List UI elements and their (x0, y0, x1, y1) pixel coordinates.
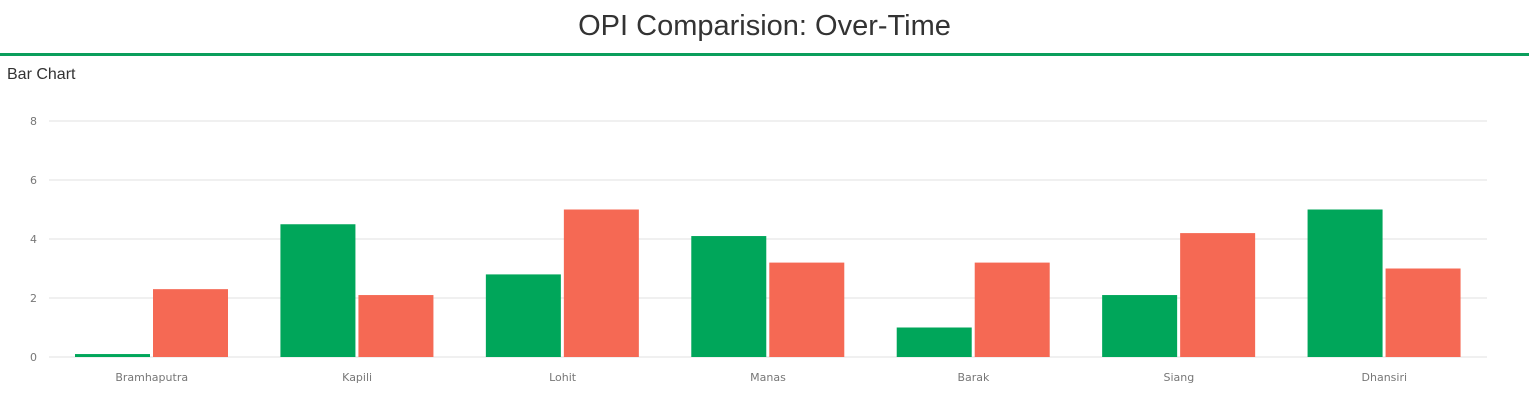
x-category-label: Lohit (549, 371, 577, 384)
panel-title: Bar Chart (7, 66, 76, 83)
y-tick-label: 4 (30, 233, 37, 246)
bar-manas-series-2[interactable] (769, 262, 845, 357)
bar-dhansiri-series-1[interactable] (1307, 209, 1383, 358)
bar-lohit-series-1[interactable] (485, 274, 561, 357)
bar-kapili-series-1[interactable] (280, 224, 356, 357)
bar-kapili-series-2[interactable] (358, 295, 434, 357)
x-category-label: Kapili (342, 371, 372, 384)
x-category-label: Barak (957, 371, 990, 384)
grid-lines (49, 120, 1487, 358)
bar-barak-series-1[interactable] (896, 327, 972, 358)
bars (75, 209, 1461, 358)
bar-lohit-series-2[interactable] (563, 209, 639, 358)
y-tick-label: 2 (30, 292, 37, 305)
bar-bramhaputra-series-2[interactable] (153, 289, 228, 357)
x-category-label: Manas (750, 371, 786, 384)
y-tick-label: 0 (30, 351, 37, 364)
page-header: OPI Comparision: Over-Time (0, 0, 1529, 56)
page-title: OPI Comparision: Over-Time (578, 10, 951, 42)
bar-siang-series-1[interactable] (1102, 295, 1178, 357)
bar-bramhaputra-series-1[interactable] (75, 354, 150, 357)
x-category-label: Dhansiri (1362, 371, 1408, 384)
bar-siang-series-2[interactable] (1180, 233, 1256, 357)
axis-labels: 0 2 4 6 8 Bramhaputra Kapili Lohit Manas Barak Sia… (30, 115, 1407, 384)
y-tick-label: 6 (30, 174, 37, 187)
bar-manas-series-1[interactable] (691, 236, 767, 357)
x-category-label: Siang (1163, 371, 1194, 384)
bar-barak-series-2[interactable] (974, 262, 1050, 357)
x-category-label: Bramhaputra (115, 371, 188, 384)
bar-dhansiri-series-2[interactable] (1385, 268, 1461, 358)
y-tick-label: 8 (30, 115, 37, 128)
